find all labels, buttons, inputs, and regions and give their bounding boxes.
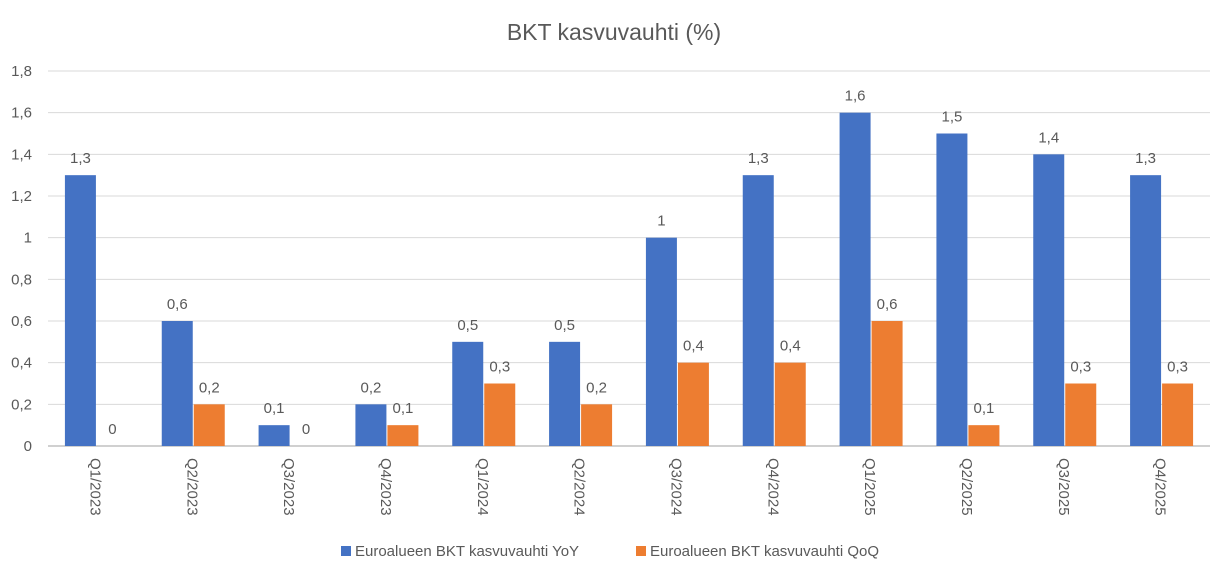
data-label: 0,4	[683, 338, 704, 355]
data-label: 1,3	[748, 150, 769, 167]
chart-title: BKT kasvuvauhti (%)	[507, 19, 721, 45]
data-label: 0,1	[392, 400, 413, 417]
legend-label: Euroalueen BKT kasvuvauhti QoQ	[650, 543, 879, 560]
bar-yoy	[355, 404, 387, 446]
bar-yoy	[549, 341, 581, 446]
data-label: 0,1	[973, 400, 994, 417]
legend-label: Euroalueen BKT kasvuvauhti YoY	[355, 543, 579, 560]
legend: Euroalueen BKT kasvuvauhti YoY Euroalueen…	[341, 543, 879, 560]
bar-yoy	[645, 237, 677, 446]
data-label: 0,6	[167, 296, 188, 313]
bar-qoq	[387, 425, 419, 446]
y-tick-label: 1,8	[11, 63, 32, 80]
bar-yoy	[839, 112, 871, 447]
bar-qoq	[193, 404, 225, 446]
data-label: 0	[108, 421, 116, 438]
x-tick-label: Q3/2024	[667, 458, 684, 516]
data-label: 1,3	[1135, 150, 1156, 167]
bar-qoq	[677, 362, 709, 446]
data-label: 0,5	[457, 317, 478, 334]
y-tick-label: 1,6	[11, 105, 32, 122]
bar-qoq	[871, 321, 903, 446]
data-label: 0,2	[586, 379, 607, 396]
bar-yoy	[161, 321, 193, 446]
data-label: 0,6	[877, 296, 898, 313]
data-label: 0,2	[199, 379, 220, 396]
data-label: 0,3	[1167, 359, 1188, 376]
bar-qoq	[1162, 383, 1194, 446]
y-tick-label: 0	[24, 438, 32, 455]
bar-qoq	[1065, 383, 1097, 446]
x-tick-label: Q2/2023	[183, 458, 200, 516]
data-label: 0,4	[780, 338, 801, 355]
data-label: 1,5	[941, 109, 962, 126]
x-tick-label: Q4/2024	[764, 458, 781, 516]
bar-yoy	[936, 133, 968, 446]
x-axis: Q1/2023 Q2/2023 Q3/2023 Q4/2023 Q1/2024 Q2/20…	[86, 458, 1168, 516]
y-tick-label: 0,6	[11, 313, 32, 330]
bar-yoy	[64, 175, 96, 446]
x-tick-label: Q3/2025	[1055, 458, 1072, 516]
data-label: 0,3	[1070, 359, 1091, 376]
x-tick-label: Q4/2023	[377, 458, 394, 516]
data-label: 0	[302, 421, 310, 438]
y-tick-label: 0,4	[11, 355, 32, 372]
bars: 1,3 0 0,6 0,2 0,1 0 0,2 0,1 0,5 0,3 0,5 0,2 1 0,4 1,3 0…	[64, 88, 1194, 447]
bar-yoy	[452, 341, 484, 446]
y-axis: 0 0,2 0,4 0,6 0,8 1 1,2 1,4 1,6 1,8	[11, 63, 32, 455]
data-label: 0,1	[264, 400, 285, 417]
bar-qoq	[484, 383, 516, 446]
x-tick-label: Q3/2023	[280, 458, 297, 516]
data-label: 0,3	[489, 359, 510, 376]
legend-swatch	[636, 546, 646, 556]
data-label: 0,5	[554, 317, 575, 334]
y-tick-label: 0,8	[11, 271, 32, 288]
bar-qoq	[774, 362, 806, 446]
x-tick-label: Q1/2025	[861, 458, 878, 516]
data-label: 1	[657, 213, 665, 230]
bar-yoy	[1130, 175, 1162, 446]
x-tick-label: Q2/2024	[571, 458, 588, 516]
y-tick-label: 0,2	[11, 396, 32, 413]
x-tick-label: Q2/2025	[958, 458, 975, 516]
bar-qoq	[581, 404, 613, 446]
bar-qoq	[968, 425, 1000, 446]
legend-swatch	[341, 546, 351, 556]
y-tick-label: 1,2	[11, 188, 32, 205]
x-tick-label: Q4/2025	[1152, 458, 1169, 516]
gridlines	[48, 70, 1210, 447]
bar-yoy	[742, 175, 774, 446]
data-label: 0,2	[360, 379, 381, 396]
bar-yoy	[258, 425, 290, 446]
y-tick-label: 1,4	[11, 146, 32, 163]
data-label: 1,6	[845, 88, 866, 105]
data-label: 1,4	[1038, 129, 1059, 146]
x-tick-label: Q1/2024	[474, 458, 491, 516]
data-label: 1,3	[70, 150, 91, 167]
bar-yoy	[1033, 154, 1065, 447]
y-tick-label: 1	[24, 230, 32, 247]
x-tick-label: Q1/2023	[86, 458, 103, 516]
